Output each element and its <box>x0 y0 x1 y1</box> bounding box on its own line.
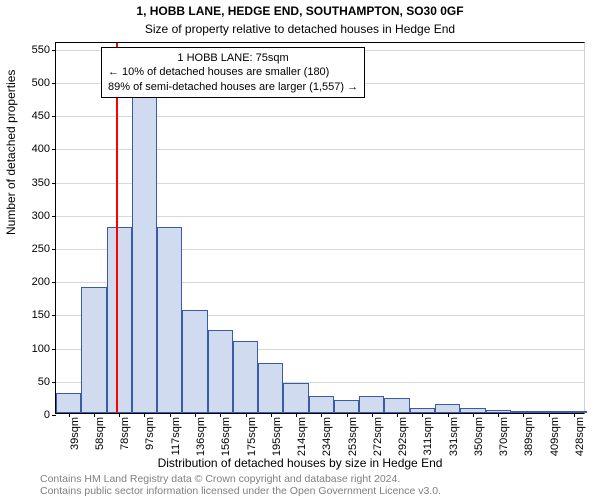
y-tick <box>52 282 56 283</box>
x-tick-label: 214sqm <box>296 417 308 456</box>
histogram-bar <box>384 398 409 413</box>
y-tick <box>52 216 56 217</box>
y-tick <box>52 50 56 51</box>
attribution-line1: Contains HM Land Registry data © Crown c… <box>40 473 580 486</box>
y-tick-label: 250 <box>32 243 50 255</box>
x-tick-label: 428sqm <box>574 417 586 456</box>
annotation-box: 1 HOBB LANE: 75sqm ← 10% of detached hou… <box>101 47 365 98</box>
histogram-bar <box>258 363 283 413</box>
x-tick-label: 311sqm <box>422 417 434 455</box>
histogram-bar <box>208 330 233 413</box>
chart-container: 1, HOBB LANE, HEDGE END, SOUTHAMPTON, SO… <box>0 0 600 500</box>
histogram-bar <box>334 400 359 413</box>
x-tick-label: 292sqm <box>397 417 409 456</box>
y-tick-label: 0 <box>44 409 50 421</box>
histogram-bar <box>233 341 258 413</box>
y-axis-label: Number of detached properties <box>4 70 18 235</box>
x-axis-label: Distribution of detached houses by size … <box>0 456 600 470</box>
y-tick-label: 550 <box>32 44 50 56</box>
x-tick-label: 389sqm <box>523 417 535 456</box>
histogram-bar <box>359 396 384 413</box>
y-tick <box>52 349 56 350</box>
histogram-bar <box>283 383 308 413</box>
y-tick <box>52 83 56 84</box>
x-tick-label: 97sqm <box>144 417 156 450</box>
y-tick-label: 100 <box>32 343 50 355</box>
x-tick-label: 58sqm <box>94 417 106 450</box>
y-tick-label: 300 <box>32 210 50 222</box>
histogram-bar <box>309 396 334 413</box>
y-tick <box>52 116 56 117</box>
histogram-bar <box>132 81 157 413</box>
x-tick-label: 195sqm <box>271 417 283 456</box>
chart-title-subtitle: Size of property relative to detached ho… <box>0 22 600 36</box>
x-tick-label: 175sqm <box>246 417 258 456</box>
y-tick <box>52 149 56 150</box>
y-tick <box>52 249 56 250</box>
plot-area: 05010015020025030035040045050055039sqm58… <box>55 42 585 414</box>
histogram-bar <box>107 227 132 413</box>
attribution-text: Contains HM Land Registry data © Crown c… <box>40 473 580 498</box>
annotation-line2: ← 10% of detached houses are smaller (18… <box>108 65 358 79</box>
x-tick-label: 78sqm <box>119 417 131 450</box>
histogram-bar <box>435 404 460 413</box>
y-tick <box>52 183 56 184</box>
x-tick-label: 39sqm <box>69 417 81 450</box>
y-tick-label: 150 <box>32 309 50 321</box>
x-tick-label: 136sqm <box>195 417 207 456</box>
x-tick-label: 272sqm <box>372 417 384 456</box>
histogram-bar <box>157 227 182 413</box>
x-tick-label: 156sqm <box>220 417 232 456</box>
y-tick-label: 50 <box>38 376 50 388</box>
annotation-line1: 1 HOBB LANE: 75sqm <box>108 51 358 65</box>
y-tick-label: 400 <box>32 143 50 155</box>
x-tick-label: 331sqm <box>448 417 460 456</box>
histogram-bar <box>182 310 207 413</box>
y-tick-label: 450 <box>32 110 50 122</box>
y-tick-label: 350 <box>32 177 50 189</box>
attribution-line2: Contains public sector information licen… <box>40 485 580 498</box>
histogram-bar <box>56 393 81 413</box>
annotation-line3: 89% of semi-detached houses are larger (… <box>108 80 358 94</box>
x-tick-label: 370sqm <box>498 417 510 456</box>
y-tick <box>52 315 56 316</box>
x-tick-label: 234sqm <box>321 417 333 456</box>
chart-title-address: 1, HOBB LANE, HEDGE END, SOUTHAMPTON, SO… <box>0 4 600 18</box>
subject-marker-line <box>116 43 118 413</box>
x-tick-label: 117sqm <box>170 417 182 455</box>
y-tick <box>52 415 56 416</box>
x-tick-label: 409sqm <box>549 417 561 456</box>
histogram-bar <box>81 287 106 413</box>
y-tick-label: 500 <box>32 77 50 89</box>
y-tick-label: 200 <box>32 276 50 288</box>
y-tick <box>52 382 56 383</box>
x-tick-label: 253sqm <box>347 417 359 456</box>
x-tick-label: 350sqm <box>473 417 485 456</box>
